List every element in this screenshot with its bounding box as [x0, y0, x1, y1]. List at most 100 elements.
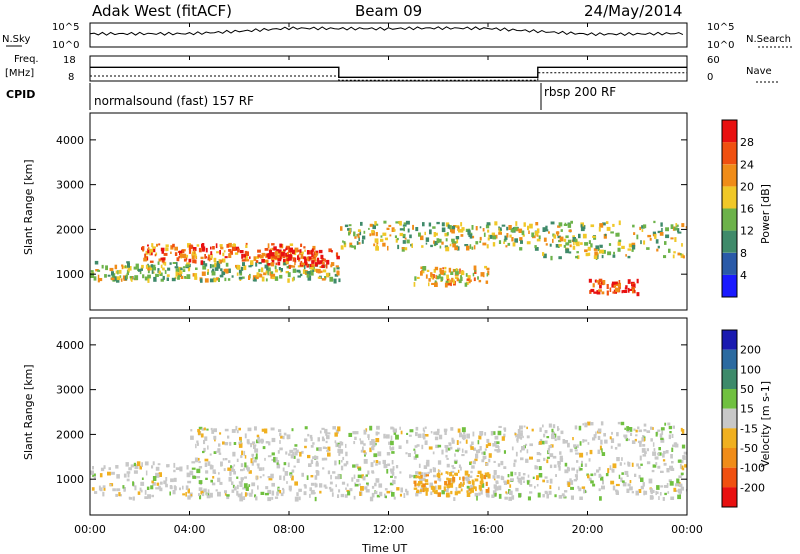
- heatmap-cell: [258, 440, 261, 444]
- heatmap-cell: [220, 268, 223, 272]
- heatmap-cell: [360, 221, 363, 226]
- heatmap-cell: [268, 477, 273, 481]
- heatmap-cell: [279, 440, 281, 444]
- heatmap-cell: [398, 445, 402, 449]
- heatmap-cell: [559, 451, 562, 455]
- heatmap-cell: [246, 439, 250, 444]
- heatmap-cell: [188, 258, 192, 263]
- heatmap-cell: [428, 278, 431, 282]
- heatmap-cell: [363, 429, 367, 435]
- heatmap-cell: [572, 237, 576, 242]
- heatmap-cell: [419, 478, 423, 483]
- heatmap-cell: [201, 271, 206, 276]
- heatmap-cell: [139, 487, 142, 491]
- heatmap-cell: [444, 232, 449, 237]
- heatmap-cell: [159, 272, 163, 276]
- heatmap-cell: [118, 492, 121, 497]
- velocity-colorbar-label: -50: [740, 442, 758, 455]
- heatmap-cell: [292, 257, 296, 262]
- heatmap-cell: [415, 431, 418, 437]
- heatmap-cell: [238, 441, 242, 445]
- heatmap-cell: [513, 459, 517, 463]
- heatmap-cell: [228, 249, 232, 252]
- heatmap-cell: [197, 457, 200, 461]
- heatmap-cell: [517, 477, 521, 483]
- heatmap-cell: [459, 271, 461, 275]
- heatmap-cell: [185, 492, 187, 497]
- heatmap-cell: [479, 431, 484, 436]
- heatmap-cell: [424, 440, 428, 445]
- heatmap-cell: [326, 259, 330, 265]
- heatmap-cell: [329, 276, 334, 282]
- heatmap-cell: [534, 231, 539, 236]
- heatmap-cell: [311, 272, 314, 275]
- heatmap-cell: [610, 438, 615, 443]
- colorbar-swatch: [722, 142, 737, 165]
- heatmap-cell: [348, 432, 353, 437]
- heatmap-cell: [647, 234, 652, 238]
- heatmap-cell: [444, 489, 449, 492]
- heatmap-cell: [391, 471, 395, 476]
- heatmap-cell: [201, 260, 206, 266]
- heatmap-cell: [588, 477, 592, 481]
- heatmap-cell: [248, 275, 251, 280]
- heatmap-cell: [391, 227, 395, 232]
- heatmap-cell: [374, 225, 376, 230]
- heatmap-cell: [475, 453, 479, 459]
- heatmap-cell: [662, 497, 665, 501]
- x-axis-ticks: 00:00 04:00 08:00 12:00 16:00 20:00 00:00: [74, 23, 703, 536]
- heatmap-cell: [329, 488, 334, 492]
- heatmap-cell: [390, 426, 394, 430]
- heatmap-cell: [669, 431, 672, 434]
- heatmap-cell: [222, 458, 225, 461]
- heatmap-cell: [430, 491, 433, 496]
- heatmap-cell: [580, 463, 583, 467]
- heatmap-cell: [466, 433, 470, 439]
- heatmap-cell: [401, 247, 404, 250]
- heatmap-cell: [461, 434, 466, 438]
- heatmap-cell: [213, 278, 217, 283]
- heatmap-cell: [635, 429, 638, 433]
- heatmap-cell: [551, 428, 554, 433]
- heatmap-cell: [276, 249, 279, 252]
- heatmap-cell: [454, 246, 458, 251]
- heatmap-cell: [137, 491, 141, 495]
- heatmap-cell: [612, 463, 617, 469]
- heatmap-cell: [545, 225, 548, 230]
- heatmap-cell: [436, 238, 440, 244]
- heatmap-cell: [236, 264, 241, 270]
- heatmap-cell: [254, 494, 257, 498]
- heatmap-cell: [569, 478, 572, 482]
- heatmap-cell: [204, 462, 208, 467]
- heatmap-cell: [210, 251, 213, 255]
- heatmap-cell: [422, 266, 427, 271]
- heatmap-cell: [564, 222, 567, 226]
- heatmap-cell: [306, 256, 309, 261]
- heatmap-cell: [478, 279, 482, 283]
- heatmap-cell: [650, 489, 653, 495]
- heatmap-cell: [299, 451, 302, 457]
- heatmap-cell: [577, 444, 579, 448]
- heatmap-cell: [526, 241, 531, 245]
- heatmap-cell: [635, 490, 639, 496]
- heatmap-cell: [218, 278, 220, 282]
- heatmap-cell: [677, 252, 681, 256]
- heatmap-cell: [237, 248, 240, 253]
- y-tick-label: 3000: [56, 179, 84, 192]
- heatmap-cell: [605, 473, 609, 477]
- heatmap-cell: [218, 259, 221, 263]
- heatmap-cell: [460, 482, 462, 487]
- heatmap-cell: [611, 283, 616, 288]
- heatmap-cell: [461, 454, 465, 457]
- heatmap-cell: [453, 497, 456, 501]
- heatmap-cell: [302, 269, 305, 274]
- heatmap-cell: [413, 487, 418, 490]
- heatmap-cell: [544, 229, 549, 232]
- heatmap-cell: [214, 267, 219, 271]
- heatmap-cell: [654, 234, 657, 239]
- colorbar-swatch: [722, 330, 737, 350]
- colorbar-swatch: [722, 428, 737, 448]
- heatmap-cell: [257, 249, 261, 253]
- heatmap-cell: [564, 469, 569, 474]
- heatmap-cell: [90, 273, 95, 278]
